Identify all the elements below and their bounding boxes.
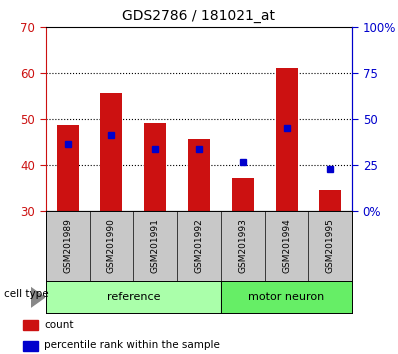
Text: GSM201991: GSM201991 — [151, 218, 160, 274]
Text: count: count — [44, 320, 74, 330]
Bar — [101, 93, 123, 211]
Bar — [276, 68, 298, 211]
Text: cell type: cell type — [4, 289, 49, 299]
Text: GSM201990: GSM201990 — [107, 218, 116, 274]
Text: reference: reference — [107, 292, 160, 302]
Bar — [320, 190, 341, 211]
Bar — [144, 123, 166, 211]
Text: percentile rank within the sample: percentile rank within the sample — [44, 340, 220, 350]
Text: motor neuron: motor neuron — [248, 292, 325, 302]
Bar — [57, 126, 79, 211]
Text: GSM201989: GSM201989 — [63, 218, 72, 274]
Text: GSM201993: GSM201993 — [238, 218, 247, 274]
Text: GDS2786 / 181021_at: GDS2786 / 181021_at — [123, 9, 275, 23]
Polygon shape — [31, 287, 45, 307]
Bar — [23, 320, 38, 330]
Bar — [232, 178, 254, 211]
Bar — [188, 139, 210, 211]
Bar — [23, 341, 38, 351]
Text: GSM201992: GSM201992 — [195, 219, 203, 273]
Text: GSM201994: GSM201994 — [282, 219, 291, 273]
Text: GSM201995: GSM201995 — [326, 218, 335, 274]
